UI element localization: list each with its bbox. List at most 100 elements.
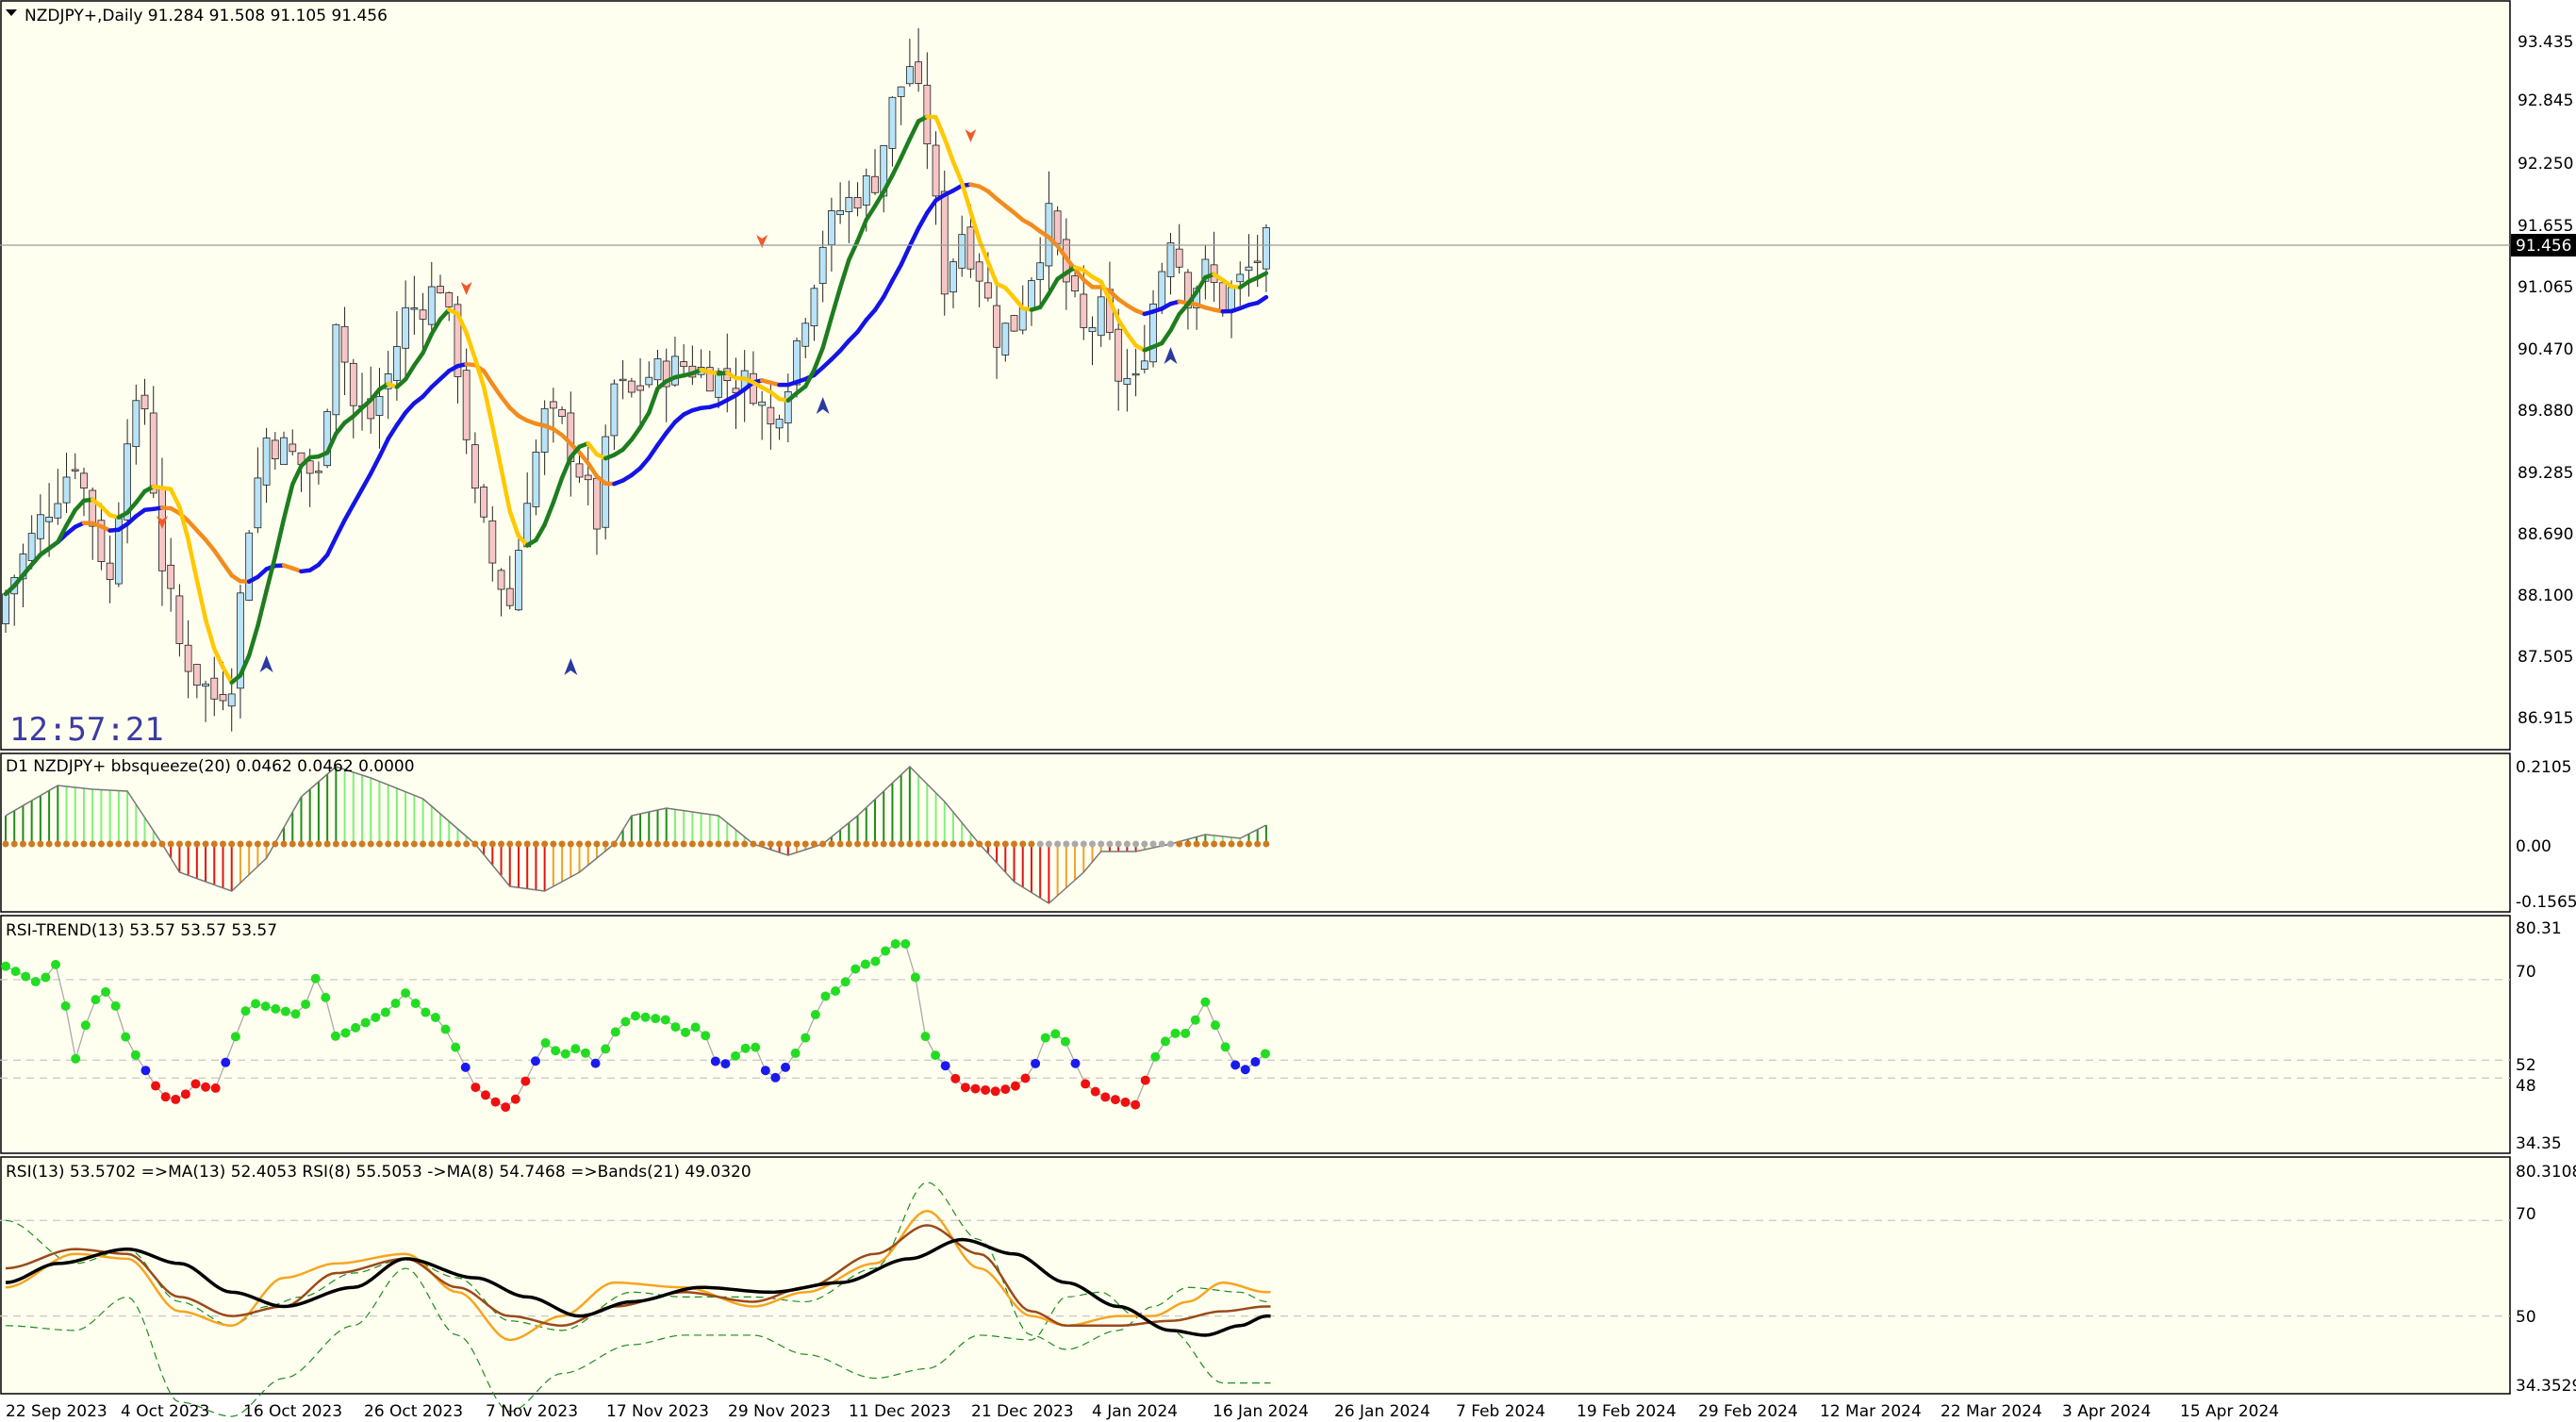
squeeze-dot — [1193, 840, 1200, 848]
squeeze-dot — [506, 840, 514, 848]
candle — [532, 439, 540, 516]
squeeze-dot — [1063, 840, 1070, 848]
squeeze-dot — [541, 840, 549, 848]
candle — [810, 284, 818, 341]
current-price-tag — [2511, 234, 2576, 256]
rsi-trend-tick: 52 — [2516, 1056, 2536, 1075]
rsi-trend-dot — [870, 956, 881, 967]
bbsqueeze-pane[interactable] — [0, 753, 2510, 912]
candle-body — [1115, 328, 1123, 382]
rsi-trend-dot — [260, 1001, 271, 1012]
squeeze-dot — [585, 840, 592, 848]
candle — [575, 452, 584, 484]
squeeze-dot — [515, 840, 522, 848]
candle-body — [645, 376, 653, 386]
squeeze-dot — [385, 840, 392, 848]
slow-ma-line-segment — [872, 294, 886, 312]
rsi-trend-dot — [1240, 1065, 1250, 1075]
fast-ma-line-segment — [272, 517, 287, 559]
squeeze-dot — [741, 840, 749, 848]
candle-body — [653, 358, 662, 381]
rsi-trend-dot — [490, 1097, 501, 1107]
rsi-trend-dot — [480, 1090, 490, 1100]
squeeze-dot — [254, 840, 261, 848]
squeeze-dot — [758, 840, 766, 848]
squeeze-dot — [941, 840, 949, 848]
candle-body — [184, 644, 192, 672]
candle — [97, 503, 106, 570]
bbsqueeze-tick: -0.1565 — [2516, 893, 2576, 912]
candle — [949, 258, 957, 308]
rsi-trend-dot — [1090, 1086, 1100, 1097]
candle — [915, 27, 922, 92]
slow-ma-line-segment — [490, 382, 504, 400]
rsi-trend-dot — [41, 972, 51, 983]
squeeze-dot — [966, 840, 974, 848]
candle — [871, 149, 879, 195]
fast-ma-line-segment — [637, 410, 652, 430]
slow-ma-line-segment — [212, 548, 225, 566]
dropdown-triangle-icon[interactable] — [6, 9, 17, 16]
candle — [750, 351, 757, 406]
rsi-trend-dot — [840, 977, 850, 987]
squeeze-dot — [784, 840, 792, 848]
candle-body — [340, 325, 349, 363]
fast-ma-line-segment — [64, 507, 78, 528]
squeeze-dot — [619, 840, 627, 848]
slow-ma-line-segment — [186, 519, 200, 533]
time-axis[interactable]: 22 Sep 2023 4 Oct 2023 16 Oct 2023 26 Oc… — [6, 1402, 2279, 1421]
candle-body — [271, 439, 279, 460]
candle — [975, 253, 983, 307]
bbsqueeze-title: D1 NZDJPY+ bbsqueeze(20) 0.0462 0.0462 0… — [6, 757, 415, 776]
candle-body — [845, 196, 853, 212]
squeeze-dot — [185, 840, 192, 848]
rsi-trend-dot — [1190, 1015, 1200, 1025]
fast-ma-line-segment — [820, 315, 834, 351]
fast-ma-line-segment — [177, 504, 190, 542]
squeeze-dot — [1166, 840, 1174, 848]
rsi-trend-dot — [960, 1083, 970, 1093]
candle-body — [167, 564, 175, 589]
candle — [280, 431, 288, 466]
price-axis[interactable]: 93.435 92.845 92.250 91.655 91.065 90.47… — [2518, 33, 2573, 728]
candle-body — [862, 175, 870, 206]
squeeze-dot — [107, 840, 114, 848]
fast-ma-line-segment — [290, 463, 304, 487]
candle-body — [237, 592, 244, 689]
rsi-trend-tick: 48 — [2516, 1077, 2536, 1096]
candle — [897, 86, 905, 125]
squeeze-dot — [523, 840, 531, 848]
slow-ma-line-segment — [324, 535, 339, 557]
squeeze-dot — [306, 840, 314, 848]
candle-body — [1123, 377, 1131, 385]
rsi-ma-pane[interactable] — [0, 1157, 2510, 1394]
candle — [653, 349, 662, 389]
rsi-trend-dot — [1081, 1079, 1091, 1089]
rsi-trend-dot — [1250, 1057, 1261, 1067]
candle — [427, 261, 436, 331]
time-tick: 22 Mar 2024 — [1940, 1402, 2042, 1421]
squeeze-dot — [445, 840, 453, 848]
rsi-trend-dot — [690, 1022, 701, 1033]
main-pane[interactable] — [0, 0, 2510, 750]
upper-band-line — [5, 1182, 1271, 1350]
rsi-trend-dot — [1040, 1033, 1050, 1043]
candles-group — [2, 27, 1270, 732]
fast-ma-line-segment — [464, 330, 478, 361]
squeeze-dot — [420, 840, 427, 848]
fast-ma-line-segment — [1194, 274, 1208, 294]
candle — [184, 620, 192, 699]
candle-body — [305, 460, 314, 474]
rsi-trend-pane[interactable] — [0, 916, 2510, 1153]
fast-ma-line-segment — [256, 588, 269, 629]
squeeze-dot — [228, 840, 236, 848]
candle-body — [410, 307, 419, 310]
fast-ma-line-segment — [1168, 311, 1181, 333]
squeeze-dot — [1236, 840, 1244, 848]
slow-ma-line-segment — [351, 487, 365, 507]
rsi-trend-dot — [610, 1027, 620, 1037]
candle-body — [532, 452, 540, 507]
rsi-trend-tick: 70 — [2516, 963, 2536, 982]
